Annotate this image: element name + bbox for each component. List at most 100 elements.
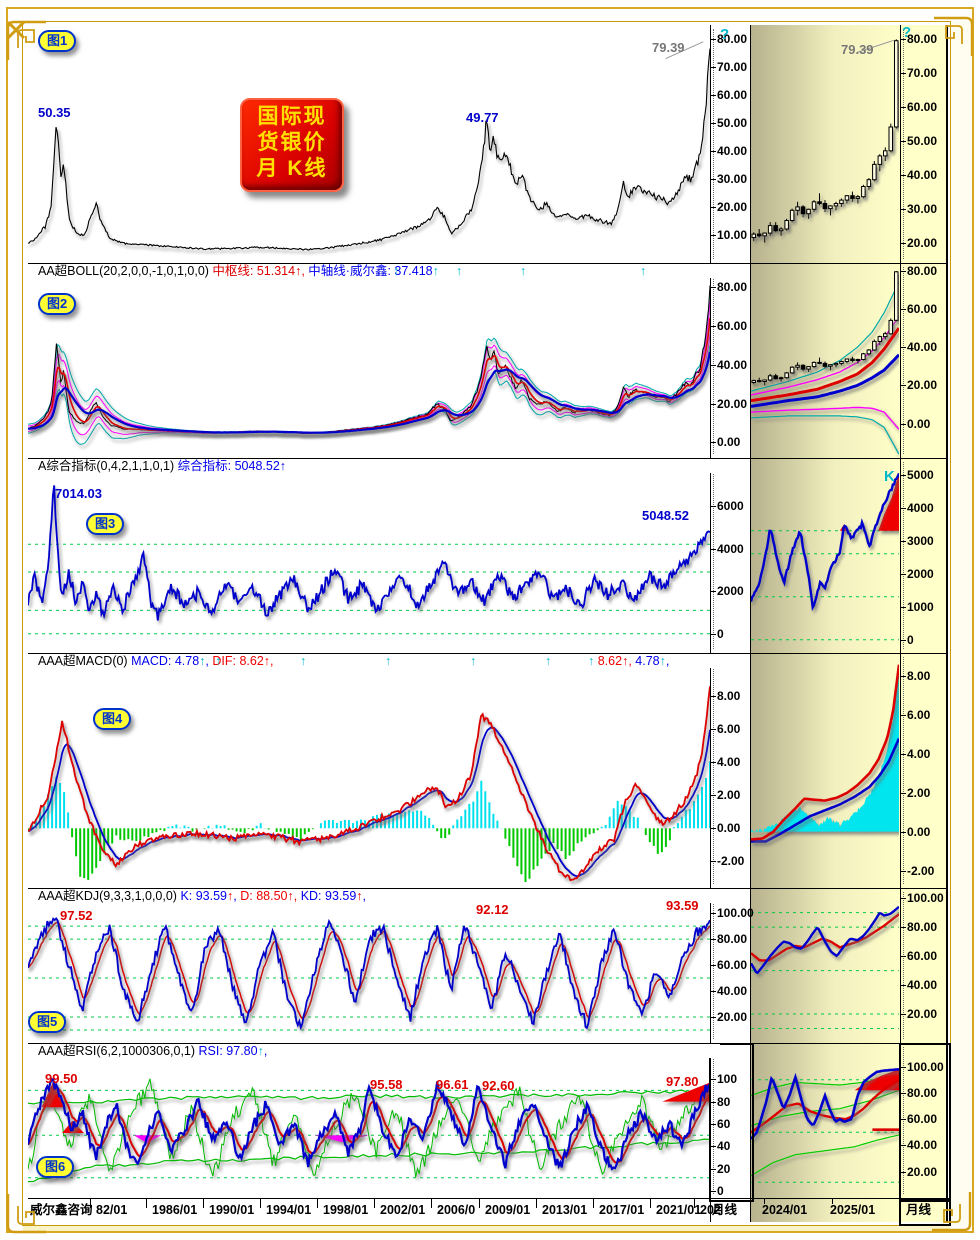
signal-arrow-icon: ↑ <box>470 654 477 668</box>
axis-tick-label: 10.00 <box>717 228 748 242</box>
axis-tick-mark <box>711 795 716 796</box>
candle <box>828 205 833 210</box>
xaxis-tick <box>694 1198 695 1208</box>
candle <box>757 233 762 237</box>
xaxis-mini-label: 2024/01 <box>762 1203 808 1217</box>
mini-chart-bg-p5 <box>750 888 901 1043</box>
axis-tick-label: 40.00 <box>717 358 748 372</box>
signal-arrow-icon: ↑ <box>300 654 307 668</box>
axis-tick-mark <box>901 1172 906 1173</box>
axis-tick-mark <box>901 39 906 40</box>
axis-tick-mark <box>901 871 906 872</box>
axis-tick-label: 40.00 <box>717 144 748 158</box>
axis-tick-mark <box>901 141 906 142</box>
axis-tick-label: 20 <box>717 1162 731 1176</box>
figure-tag-6: 图6 <box>36 1156 75 1178</box>
candle <box>861 186 866 198</box>
candle <box>806 366 811 370</box>
xaxis-tick <box>203 1198 204 1208</box>
xaxis-tick <box>431 1198 432 1208</box>
candle <box>800 364 806 370</box>
axis-tick-mark <box>711 1124 716 1125</box>
axis-tick-mark <box>901 347 906 348</box>
grid-vline-0 <box>710 25 711 1222</box>
indicator-value: ↑ <box>356 889 363 903</box>
frame-left-outer <box>6 7 8 1233</box>
main-plot-p2 <box>28 285 710 445</box>
xaxis-tick <box>146 1198 147 1208</box>
axis-tick-mark <box>711 828 716 829</box>
value-label: 97.52 <box>60 908 93 923</box>
axis-tick-label: 2000 <box>907 567 934 581</box>
candle <box>751 380 756 383</box>
frame-bottom-outer <box>6 1231 974 1233</box>
axis-tick-label: 2000 <box>717 584 744 598</box>
axis-tick-label: 5000 <box>907 468 934 482</box>
series-path <box>28 1138 710 1183</box>
axis-tick-label: 70.00 <box>717 60 748 74</box>
value-label: 92.60 <box>482 1078 515 1093</box>
axis-tick-label: 3000 <box>907 534 934 548</box>
candle <box>778 377 784 380</box>
series-path <box>751 1078 899 1134</box>
candle <box>888 126 893 152</box>
axis-tick-mark <box>711 235 716 236</box>
candle <box>751 233 756 239</box>
ornament-stroke <box>945 25 963 44</box>
series-path <box>751 472 899 612</box>
mini-plot-p5 <box>751 905 899 1029</box>
mini-chart-bg-p4 <box>750 653 901 888</box>
xaxis-label: 2002/01 <box>380 1203 426 1217</box>
candle <box>817 361 822 364</box>
axis-tick-mark <box>711 696 716 697</box>
candle <box>828 364 833 367</box>
indicator-value: 8.62 <box>597 654 623 668</box>
axis-column-right-p5 <box>900 888 948 1043</box>
axis-tick-label: 60.00 <box>717 958 748 972</box>
axis-tick-mark <box>711 1169 716 1170</box>
axis-tick-label: 6000 <box>717 499 744 513</box>
indicator-header-p4: AAA超MACD(0) MACD: 4.78↑, DIF: 8.62↑, ↑ ↑ ↑ ↑… <box>28 654 720 668</box>
signal-arrow-icon: ↑ <box>545 654 552 668</box>
candle <box>773 375 778 380</box>
series-path <box>28 48 710 251</box>
axis-tick-mark <box>711 991 716 992</box>
axis-tick-label: 40.00 <box>907 340 938 354</box>
axis-column-right-p6 <box>900 1043 948 1198</box>
indicator-value: , <box>665 654 670 668</box>
series-path <box>751 905 899 975</box>
candle <box>855 359 861 361</box>
main-plot-p3 <box>28 485 710 635</box>
indicator-value: ↑ <box>588 654 598 668</box>
candle <box>855 196 861 199</box>
axis-tick-label: 80.00 <box>717 280 748 294</box>
candle <box>795 364 800 368</box>
axis-tick-label: 60.00 <box>907 949 938 963</box>
axis-tick-label: 80.00 <box>907 264 938 278</box>
indicator-value: 中轴线·威尔鑫: 37.418 <box>308 264 433 278</box>
grid-vline-1 <box>750 25 751 1222</box>
ornament-stroke <box>6 20 26 40</box>
axis-tick-label: 6.00 <box>907 708 931 722</box>
indicator-name: AAA超KDJ(9,3,3,1,0,0,0) <box>38 889 181 903</box>
candle <box>762 379 767 382</box>
main-plot-p6 <box>28 1077 710 1183</box>
series-path <box>28 1089 710 1105</box>
panel-separator <box>28 888 946 889</box>
corner-ornament-top-left <box>6 20 46 60</box>
series-path <box>751 737 899 843</box>
series-path <box>751 406 899 430</box>
corner-ornament-bottom-right <box>932 1192 972 1232</box>
candle <box>877 155 883 165</box>
axis-tick-mark <box>711 1146 716 1147</box>
axis-tick-mark <box>901 640 906 641</box>
axis-tick-label: 20.00 <box>907 1165 938 1179</box>
value-label: 92.12 <box>476 902 509 917</box>
indicator-value: MACD: 4.78 <box>131 654 200 668</box>
mini-plot-p1 <box>751 39 899 243</box>
series-path <box>28 351 710 434</box>
badge-line-3: 月 K线 <box>256 157 328 180</box>
badge-line-1: 国际现 <box>257 105 327 128</box>
axis-tick-label: 80.00 <box>907 32 938 46</box>
axis-tick-label: 20.00 <box>907 378 938 392</box>
